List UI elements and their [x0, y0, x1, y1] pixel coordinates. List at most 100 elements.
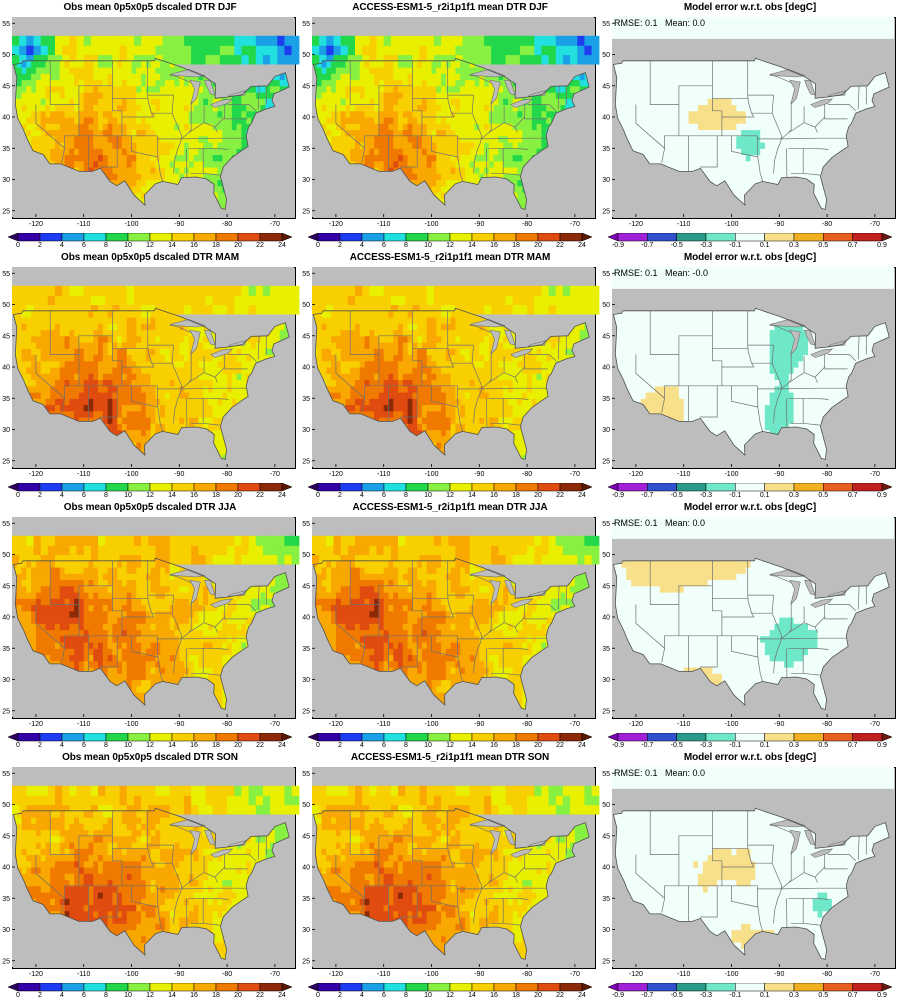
colorbar-label: 0.1 — [760, 742, 770, 747]
colorbar-bin — [84, 483, 106, 491]
lat-tick-label: 30 — [2, 677, 10, 684]
colorbar-label: 4 — [360, 492, 364, 497]
colorbar-bin — [62, 483, 84, 491]
colorbar-bin — [260, 233, 282, 241]
lon-tick-label: -80 — [522, 971, 532, 978]
colorbar-bin — [340, 983, 362, 991]
colorbar-label: 0 — [316, 992, 320, 997]
lon-tick-label: -100 — [424, 471, 438, 478]
lat-tick-label: 40 — [602, 115, 610, 122]
colorbar-label: 12 — [446, 992, 454, 997]
colorbar-label: -0.5 — [671, 992, 683, 997]
lon-tick-label: -100 — [124, 471, 138, 478]
panel-title: Model error w.r.t. obs [degC] — [600, 752, 900, 763]
lon-tick-label: -80 — [522, 471, 532, 478]
colorbar-label: 4 — [360, 992, 364, 997]
lon-tick-label: -100 — [124, 721, 138, 728]
lat-tick-label: 40 — [2, 865, 10, 872]
colorbar-label: -0.1 — [729, 492, 741, 497]
colorbar-bin — [450, 483, 472, 491]
colorbar-label: 0.3 — [789, 242, 799, 247]
colorbar-label: 12 — [446, 742, 454, 747]
colorbar-bin — [794, 233, 823, 241]
colorbar-label: 12 — [446, 242, 454, 247]
colorbar-label: 24 — [278, 492, 286, 497]
colorbar-label: 22 — [256, 992, 264, 997]
colorbar-bin — [62, 233, 84, 241]
lon-tick-label: -90 — [774, 721, 784, 728]
lat-tick-label: 40 — [2, 615, 10, 622]
lat-tick-label: 30 — [2, 427, 10, 434]
colorbar-label: 10 — [124, 242, 132, 247]
lat-tick-label: 30 — [302, 677, 310, 684]
lon-tick-label: -80 — [222, 721, 232, 728]
colorbar-label: -0.5 — [671, 742, 683, 747]
lat-tick-label: 55 — [2, 21, 10, 28]
colorbar-bin — [406, 733, 428, 741]
colorbar-bin — [494, 983, 516, 991]
colorbar-bin — [735, 233, 764, 241]
colorbar-label: 24 — [278, 742, 286, 747]
colorbar-label: 8 — [404, 742, 408, 747]
lat-tick-label: 50 — [2, 302, 10, 309]
lon-tick-label: -100 — [724, 471, 738, 478]
colorbar-label: -0.1 — [729, 992, 741, 997]
colorbar-bin — [516, 983, 538, 991]
colorbar-label: 16 — [190, 242, 198, 247]
lon-tick-label: -110 — [77, 471, 91, 478]
colorbar-label: -0.7 — [641, 992, 653, 997]
colorbar-bin — [260, 733, 282, 741]
colorbar-label: 18 — [212, 492, 220, 497]
colorbar-bin — [618, 233, 647, 241]
colorbar-label: 12 — [146, 492, 154, 497]
panel-title: Model error w.r.t. obs [degC] — [600, 2, 900, 13]
lon-tick-label: -80 — [522, 221, 532, 228]
colorbar-bin — [735, 483, 764, 491]
lat-tick-label: 25 — [2, 708, 10, 715]
colorbar-bin — [406, 483, 428, 491]
colorbar-bin — [560, 233, 582, 241]
colorbar-label: 22 — [556, 242, 564, 247]
colorbar-bin — [618, 983, 647, 991]
panel-title: Model error w.r.t. obs [degC] — [600, 252, 900, 263]
colorbar-label: -0.5 — [671, 242, 683, 247]
lat-tick-label: 25 — [302, 958, 310, 965]
colorbar-bin — [450, 983, 472, 991]
colorbar-bin — [706, 983, 735, 991]
colorbar-label: 14 — [468, 742, 476, 747]
lat-tick-label: 45 — [2, 833, 10, 840]
lon-tick-label: -110 — [377, 971, 391, 978]
map-panel-son-error: Model error w.r.t. obs [degC]-120-110-10… — [600, 750, 900, 1000]
colorbar-max-arrow — [882, 733, 892, 741]
colorbar-bin — [735, 983, 764, 991]
lon-tick-label: -120 — [29, 721, 43, 728]
lat-tick-label: 55 — [602, 521, 610, 528]
colorbar-label: 14 — [168, 242, 176, 247]
lon-tick-label: -100 — [424, 721, 438, 728]
colorbar-label: 16 — [490, 742, 498, 747]
colorbar-label: 14 — [168, 992, 176, 997]
colorbar-label: 20 — [534, 742, 542, 747]
colorbar-label: 4 — [60, 242, 64, 247]
colorbar-label: 18 — [212, 242, 220, 247]
colorbar-bin — [823, 733, 852, 741]
lat-tick-label: 50 — [602, 802, 610, 809]
colorbar-label: -0.5 — [671, 492, 683, 497]
colorbar-bin — [318, 233, 340, 241]
lat-tick-label: 35 — [2, 146, 10, 153]
lat-tick-label: 25 — [602, 708, 610, 715]
colorbar-label: 0.5 — [818, 242, 828, 247]
lat-tick-label: 25 — [2, 458, 10, 465]
colorbar-bin — [677, 733, 706, 741]
colorbar-bin — [216, 233, 238, 241]
lon-tick-label: -80 — [522, 721, 532, 728]
lat-tick-label: 35 — [302, 396, 310, 403]
colorbar-bin — [172, 733, 194, 741]
